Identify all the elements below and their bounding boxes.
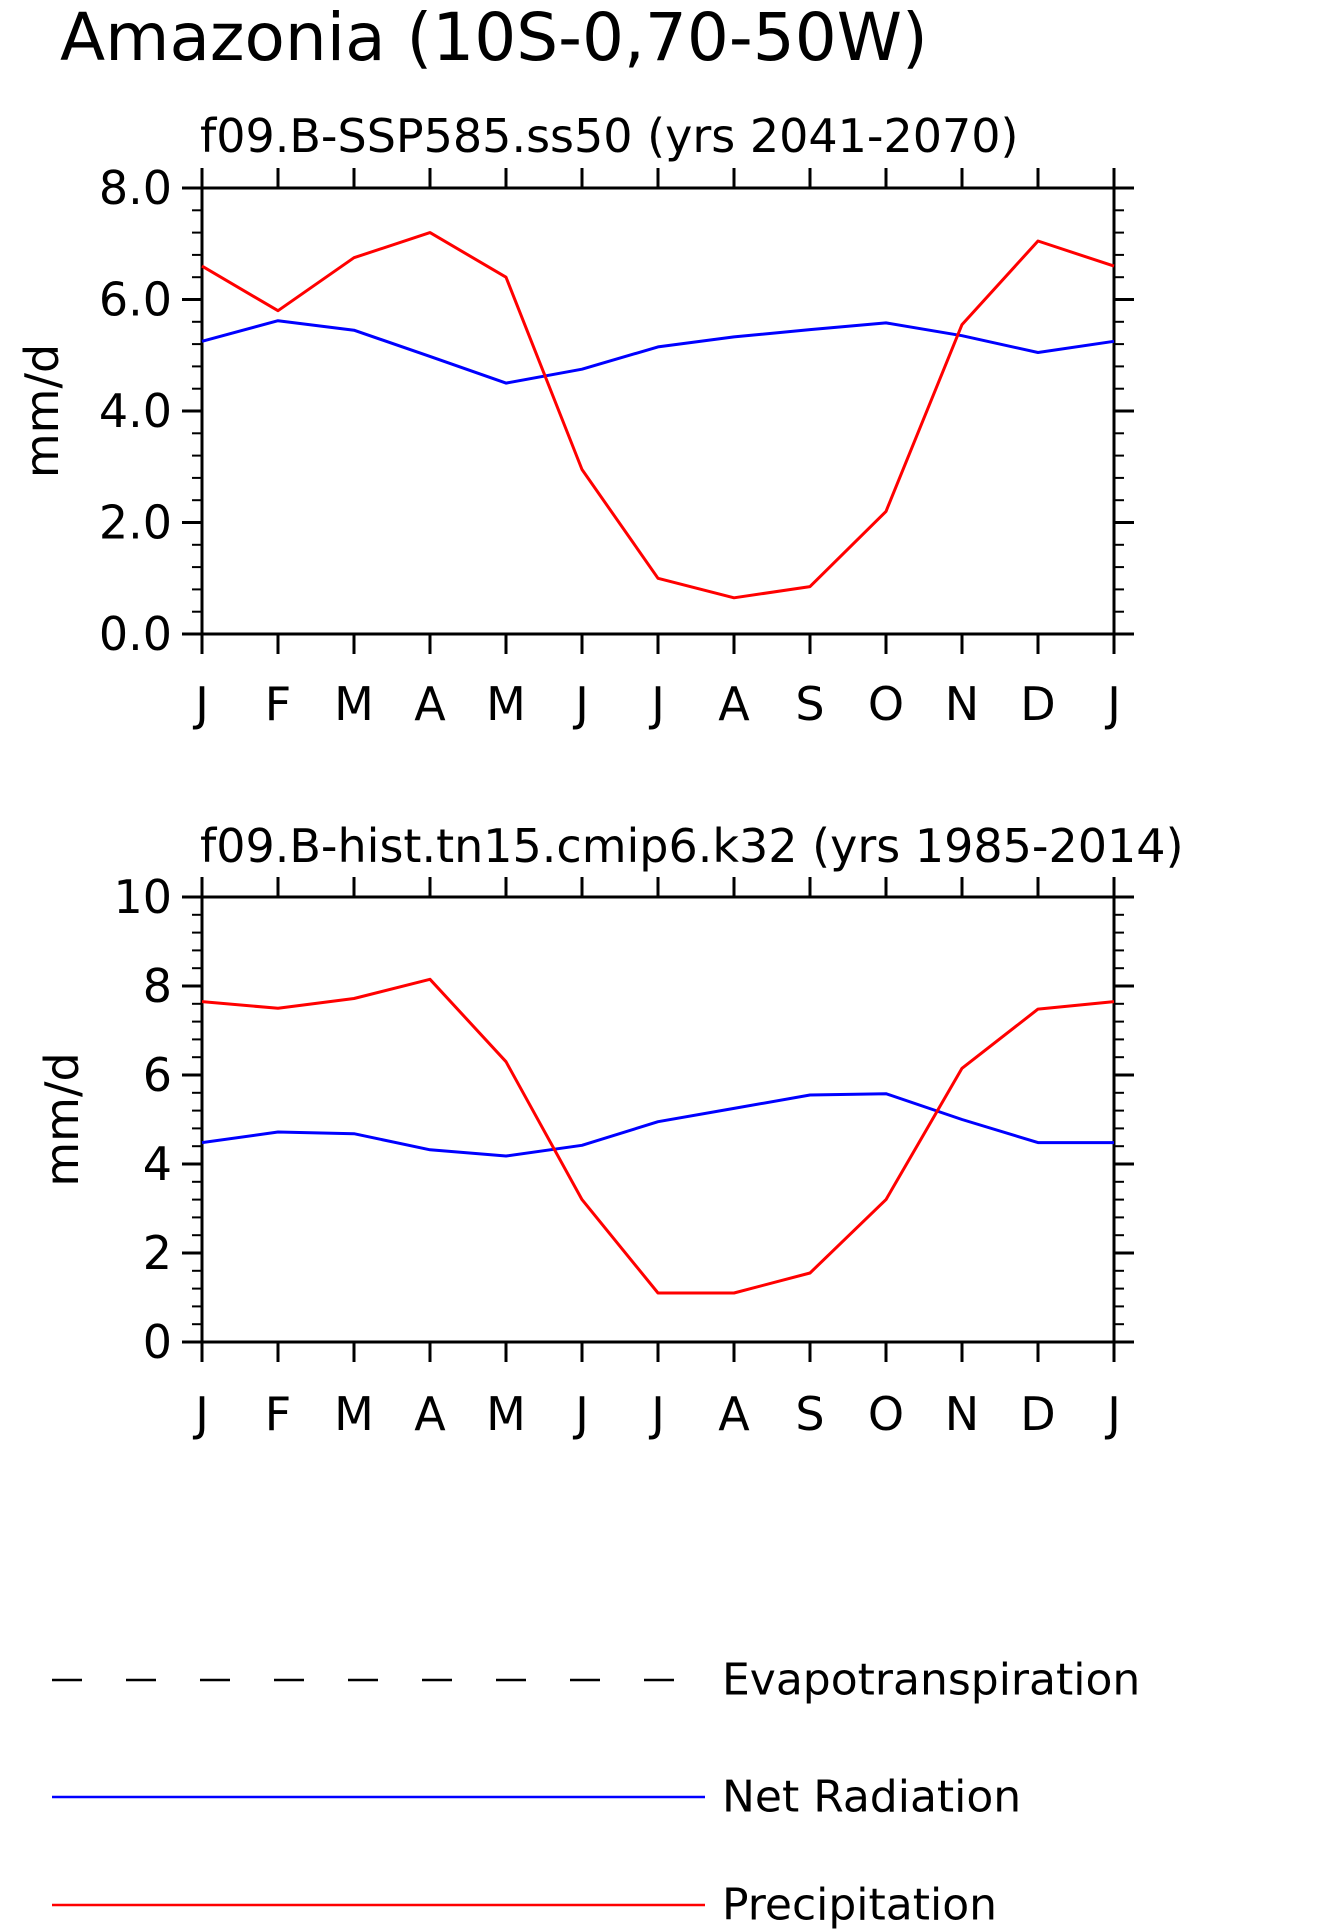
legend: Evapotranspiration Net Radiation Precipita… bbox=[52, 1655, 1140, 1930]
x-tick-label: A bbox=[718, 677, 750, 731]
x-tick-label: M bbox=[486, 1387, 526, 1441]
x-tick-label: J bbox=[648, 1387, 665, 1441]
x-tick-label: M bbox=[334, 677, 374, 731]
chart-panel-2: f09.B-hist.tn15.cmip6.k32 (yrs 1985-2014… bbox=[35, 819, 1184, 1441]
legend-label-net-radiation: Net Radiation bbox=[722, 1772, 1021, 1823]
x-tick-label: J bbox=[572, 677, 589, 731]
y-tick-label: 6 bbox=[143, 1048, 172, 1102]
y-tick-label: 10 bbox=[113, 870, 172, 924]
series-line-net-radiation bbox=[201, 1092, 1114, 1158]
x-tick-label: M bbox=[334, 1387, 374, 1441]
figure-title: Amazonia (10S-0,70-50W) bbox=[60, 0, 928, 76]
y-tick-label: 4.0 bbox=[99, 384, 172, 438]
x-tick-label: F bbox=[265, 677, 291, 731]
y-axis-label: mm/d bbox=[15, 344, 69, 478]
panel-title: f09.B-hist.tn15.cmip6.k32 (yrs 1985-2014… bbox=[200, 819, 1184, 873]
x-tick-label: J bbox=[1104, 1387, 1121, 1441]
x-tick-label: N bbox=[945, 1387, 979, 1441]
x-tick-label: J bbox=[648, 677, 665, 731]
x-tick-label: S bbox=[795, 1387, 824, 1441]
y-tick-label: 0.0 bbox=[99, 607, 172, 661]
y-tick-label: 0 bbox=[143, 1315, 172, 1369]
y-tick-label: 6.0 bbox=[99, 273, 172, 327]
series-line-net-radiation bbox=[201, 319, 1115, 385]
series-line-precipitation bbox=[201, 977, 1115, 1295]
y-tick-label: 2 bbox=[143, 1226, 172, 1280]
y-axis-label: mm/d bbox=[35, 1052, 89, 1186]
legend-label-precipitation: Precipitation bbox=[722, 1880, 997, 1930]
x-tick-label: D bbox=[1020, 677, 1055, 731]
x-tick-label: J bbox=[1104, 677, 1121, 731]
x-tick-label: M bbox=[486, 677, 526, 731]
x-tick-label: J bbox=[572, 1387, 589, 1441]
chart-panel-1: f09.B-SSP585.ss50 (yrs 2041-2070) mm/d 0.0… bbox=[15, 109, 1134, 731]
y-tick-label: 8.0 bbox=[99, 161, 172, 215]
panel-title: f09.B-SSP585.ss50 (yrs 2041-2070) bbox=[200, 109, 1019, 163]
x-tick-label: F bbox=[265, 1387, 291, 1441]
x-tick-label: A bbox=[414, 677, 446, 731]
x-tick-label: O bbox=[868, 1387, 904, 1441]
x-tick-label: J bbox=[192, 1387, 209, 1441]
plot-frame bbox=[200, 186, 1116, 636]
x-tick-label: D bbox=[1020, 1387, 1055, 1441]
x-tick-label: A bbox=[414, 1387, 446, 1441]
series-line-precipitation bbox=[201, 231, 1115, 600]
y-tick-label: 8 bbox=[143, 959, 172, 1013]
x-tick-label: J bbox=[192, 677, 209, 731]
y-tick-label: 4 bbox=[143, 1137, 172, 1191]
x-tick-label: O bbox=[868, 677, 904, 731]
plot-frame bbox=[200, 895, 1116, 1344]
x-tick-label: S bbox=[795, 677, 824, 731]
legend-label-evapotranspiration: Evapotranspiration bbox=[722, 1655, 1140, 1706]
x-tick-label: A bbox=[718, 1387, 750, 1441]
chart-panels: f09.B-SSP585.ss50 (yrs 2041-2070) mm/d 0.0… bbox=[15, 109, 1184, 1441]
y-tick-label: 2.0 bbox=[99, 496, 172, 550]
x-tick-label: N bbox=[945, 677, 979, 731]
